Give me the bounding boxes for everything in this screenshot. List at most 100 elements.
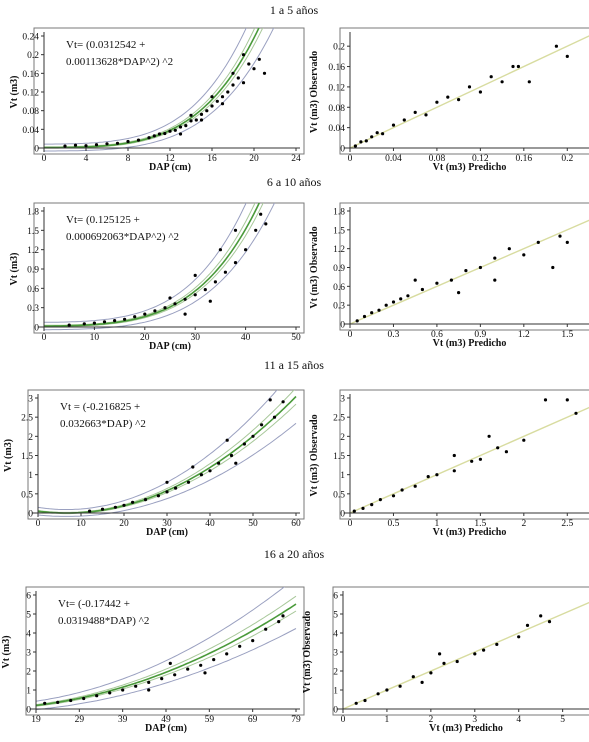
y-tick-label: 0.04 — [22, 126, 39, 136]
data-point — [426, 475, 430, 479]
data-point — [259, 212, 263, 216]
y-tick-label: 3 — [340, 395, 345, 405]
data-point — [160, 677, 164, 681]
x-axis-label: Vt (m3) Predicho — [433, 162, 507, 173]
data-point — [381, 132, 385, 136]
y-tick-label: 0 — [340, 510, 345, 520]
fit-curve — [35, 603, 297, 707]
data-point — [355, 319, 359, 323]
data-point — [420, 680, 424, 685]
y-tick-label: 3 — [26, 649, 31, 659]
data-point — [493, 278, 497, 282]
data-point — [63, 144, 67, 148]
data-point — [191, 465, 195, 469]
x-tick-label: 1 — [385, 715, 390, 725]
data-point — [208, 299, 212, 303]
x-tick-label: 20 — [119, 519, 129, 529]
chart-panel: 0 0.04 0.08 0.12 0.16 0.2 0 0.04 0.08 0.12 0.16 0.2… — [309, 27, 589, 173]
data-point — [281, 614, 285, 618]
data-point — [189, 113, 193, 117]
y-tick-label: 0 — [26, 706, 31, 716]
data-point — [92, 321, 96, 325]
data-point — [229, 453, 234, 458]
x-axis-label: Vt (m3) Predicho — [433, 527, 507, 538]
data-point — [500, 80, 504, 84]
data-point — [69, 698, 73, 703]
row-title: 11 a 15 años — [264, 358, 324, 372]
y-tick-label: 0.2 — [333, 43, 345, 53]
x-tick-label: 24 — [291, 154, 301, 164]
data-point — [457, 98, 461, 102]
data-point — [435, 281, 439, 285]
data-point — [153, 309, 157, 313]
data-point — [391, 123, 396, 127]
data-point — [215, 99, 219, 103]
x-tick-label: 1.2 — [518, 330, 530, 340]
data-point — [536, 240, 540, 244]
data-point — [429, 671, 433, 675]
data-point — [251, 639, 255, 643]
y-tick-label: 1.5 — [333, 452, 345, 462]
data-point — [43, 701, 47, 705]
data-point — [565, 398, 569, 402]
data-point — [126, 139, 130, 144]
data-point — [199, 663, 203, 667]
plot-frame — [339, 202, 589, 331]
plot-area — [35, 587, 297, 711]
data-point — [186, 667, 190, 671]
x-tick-label: 0.16 — [516, 154, 533, 164]
data-point — [391, 300, 396, 304]
data-point — [136, 138, 141, 142]
data-point — [438, 652, 442, 656]
equation-line: Vt= (0.0312542 + — [66, 39, 145, 51]
prediction-band-lower — [44, 203, 276, 331]
data-point — [398, 684, 402, 688]
y-tick-label: 5 — [26, 611, 31, 621]
data-point — [134, 684, 138, 688]
row-title: 16 a 20 años — [264, 547, 325, 561]
equation-line: 0.032663*DAP) ^2 — [60, 418, 146, 430]
data-point — [361, 506, 365, 510]
data-point — [194, 118, 198, 122]
data-point — [123, 317, 127, 321]
y-axis-label: Vt (m3) Observado — [309, 226, 320, 308]
x-tick-label: 0.04 — [385, 154, 402, 164]
data-point — [241, 53, 246, 57]
confidence-band-upper — [35, 595, 297, 706]
prediction-band-lower — [35, 628, 297, 711]
plot-frame — [25, 586, 305, 716]
y-tick-label: 1.5 — [333, 226, 345, 236]
data-point — [413, 278, 417, 282]
x-tick-label: 79 — [291, 715, 301, 725]
data-point — [551, 265, 555, 270]
data-point — [178, 132, 183, 136]
data-point — [547, 620, 552, 624]
data-point — [522, 253, 526, 257]
x-tick-label: 0 — [42, 333, 47, 343]
data-point — [189, 119, 193, 123]
y-tick-label: 2 — [340, 433, 345, 443]
data-point — [370, 503, 374, 507]
x-tick-label: 2.5 — [561, 519, 573, 529]
data-point — [522, 438, 526, 442]
x-tick-label: 59 — [205, 715, 215, 725]
data-point — [168, 296, 172, 300]
data-point — [225, 652, 229, 656]
confidence-band-lower — [35, 610, 297, 707]
identity-line — [342, 601, 589, 710]
data-point — [277, 620, 281, 624]
data-point — [163, 131, 167, 136]
data-point — [241, 81, 246, 85]
data-point — [364, 139, 368, 143]
x-tick-label: 3 — [472, 715, 477, 725]
x-tick-label: 60 — [291, 519, 301, 529]
data-point — [183, 297, 187, 301]
data-point — [478, 90, 482, 94]
y-tick-label: 0 — [28, 510, 33, 520]
data-point — [244, 248, 248, 252]
x-tick-label: 0.3 — [388, 330, 400, 340]
data-point — [442, 661, 446, 666]
y-tick-label: 0.3 — [333, 302, 345, 312]
data-point — [449, 278, 453, 282]
